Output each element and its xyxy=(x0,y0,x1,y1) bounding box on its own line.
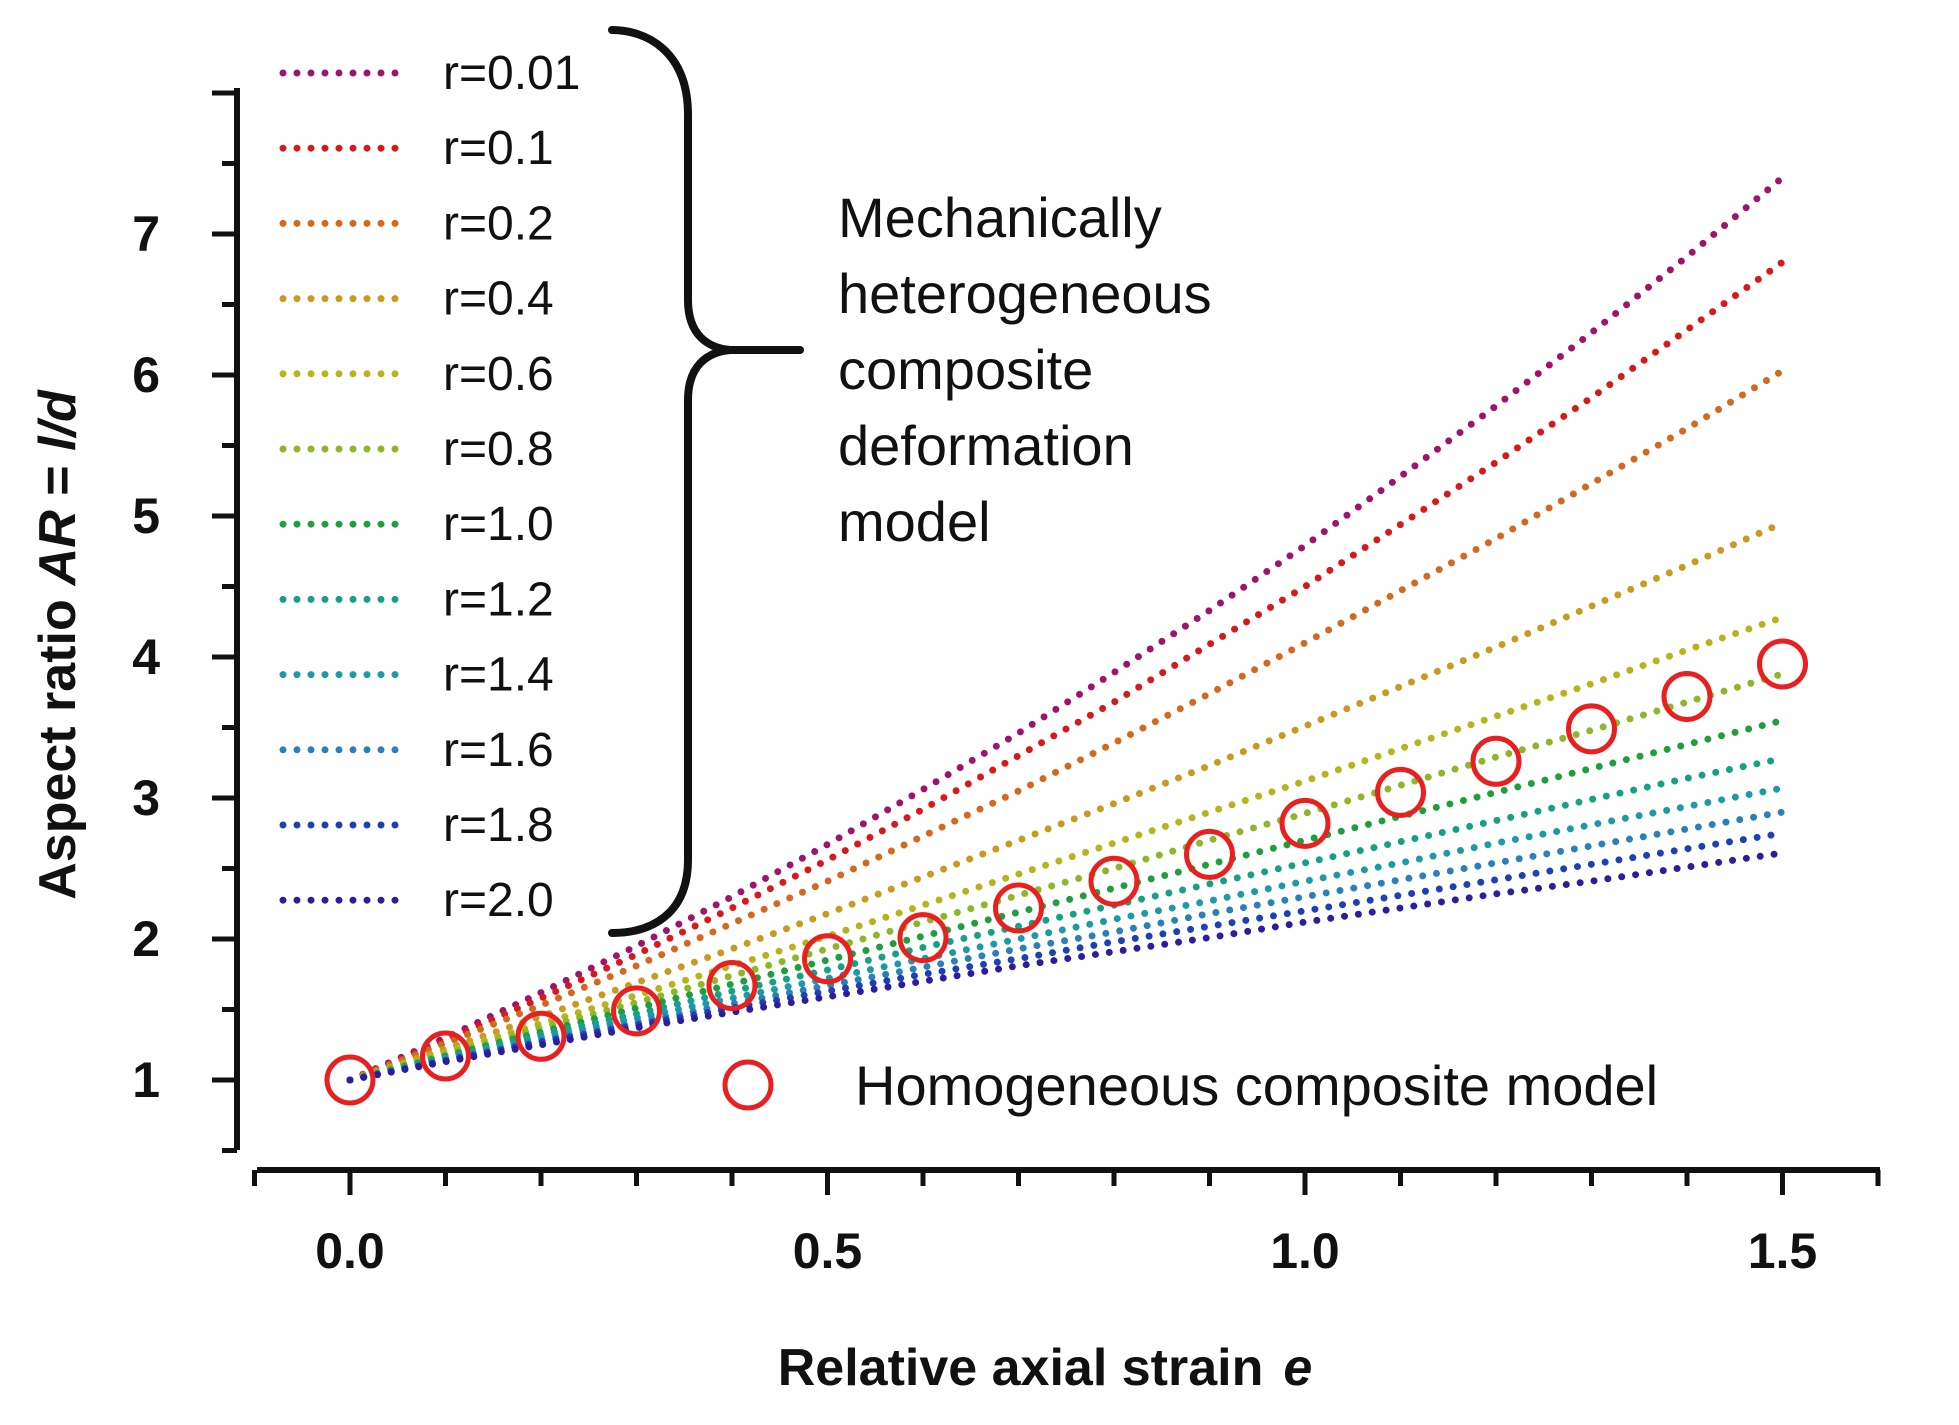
y-tick-label: 2 xyxy=(132,911,160,967)
marker-layer xyxy=(324,638,1808,1106)
annotation-line-3: composite xyxy=(838,338,1093,401)
x-axis-title: Relative axial strain e xyxy=(778,1339,1313,1397)
annotation: Mechanically heterogeneous composite def… xyxy=(838,186,1212,553)
y-tick-label: 1 xyxy=(132,1052,160,1108)
y-axis-title-symbol: AR xyxy=(29,510,87,588)
annotation-line-4: deformation xyxy=(838,414,1134,477)
y-axis-title-formula: l/d xyxy=(29,389,87,451)
y-ticks: 1 2 3 4 5 6 7 xyxy=(132,90,237,1153)
legend-label: r=0.1 xyxy=(443,122,554,175)
homogeneous-marker xyxy=(993,882,1044,934)
y-tick-label: 3 xyxy=(132,770,160,826)
legend: r=0.01 r=0.1 r=0.2 r=0.4 r=0.6 r=0.8 r=1.0 r=1.… xyxy=(279,47,580,927)
y-axis-title-text: Aspect ratio xyxy=(29,599,87,900)
legend-label: r=1.6 xyxy=(443,724,554,777)
x-tick-label: 1.5 xyxy=(1748,1223,1818,1279)
homogeneous-marker xyxy=(1470,735,1522,787)
homogeneous-marker xyxy=(1757,638,1808,690)
marker-legend: Homogeneous composite model xyxy=(722,1054,1658,1117)
legend-label: r=0.6 xyxy=(443,348,554,401)
legend-label: r=0.8 xyxy=(443,423,554,476)
x-axis-title-text: Relative axial strain xyxy=(778,1339,1264,1397)
series-line-r-0-2 xyxy=(346,367,1786,1084)
series-line-r-0-4 xyxy=(346,519,1786,1084)
x-axis-title-symbol: e xyxy=(1283,1339,1312,1397)
series-layer xyxy=(346,174,1786,1084)
marker-legend-label: Homogeneous composite model xyxy=(855,1054,1658,1117)
homogeneous-marker xyxy=(897,912,949,964)
legend-label: r=1.8 xyxy=(443,799,554,852)
homogeneous-marker xyxy=(1375,766,1426,818)
annotation-line-5: model xyxy=(838,490,991,553)
y-axis-title-eq: = xyxy=(29,451,87,510)
annotation-line-2: heterogeneous xyxy=(838,262,1212,325)
homogeneous-marker xyxy=(515,1010,567,1062)
x-tick-label: 0.5 xyxy=(793,1223,863,1279)
y-axis-title: Aspect ratio AR = l/d xyxy=(29,389,87,900)
series-line-r-1-4 xyxy=(346,784,1786,1084)
legend-label: r=2.0 xyxy=(443,874,554,927)
homogeneous-marker xyxy=(1566,703,1617,755)
series-line-r-0-1 xyxy=(346,258,1786,1084)
y-tick-label: 6 xyxy=(132,347,160,403)
legend-label: r=1.4 xyxy=(443,649,554,702)
marker-legend-symbol xyxy=(722,1059,774,1111)
series-line-r-0-8 xyxy=(346,670,1786,1084)
homogeneous-marker xyxy=(706,960,758,1011)
homogeneous-marker xyxy=(1184,828,1235,880)
y-tick-label: 7 xyxy=(132,206,160,262)
x-ticks: 0.0 0.5 1.0 1.5 xyxy=(252,1170,1881,1279)
axes: 0.0 0.5 1.0 1.5 1 2 3 4 5 6 7 xyxy=(132,88,1881,1279)
series-line-r-0-01 xyxy=(346,174,1786,1084)
series-line-r-1-6 xyxy=(346,808,1786,1084)
homogeneous-marker xyxy=(802,933,853,985)
x-tick-label: 0.0 xyxy=(315,1223,385,1279)
homogeneous-marker xyxy=(1279,797,1331,849)
homogeneous-marker xyxy=(611,985,662,1037)
series-line-r-0-6 xyxy=(346,614,1786,1084)
homogeneous-marker xyxy=(1661,671,1713,722)
legend-label: r=0.01 xyxy=(443,47,580,100)
homogeneous-marker xyxy=(420,1030,471,1082)
y-tick-label: 4 xyxy=(132,629,160,685)
homogeneous-marker xyxy=(324,1054,376,1106)
series-line-r-2-0 xyxy=(346,849,1786,1084)
annotation-line-1: Mechanically xyxy=(838,186,1162,249)
legend-label: r=1.2 xyxy=(443,573,554,626)
homogeneous-marker xyxy=(1088,855,1140,907)
series-line-r-1-0 xyxy=(346,717,1786,1084)
series-line-r-1-8 xyxy=(346,829,1786,1084)
y-tick-label: 5 xyxy=(132,488,160,544)
legend-brace xyxy=(608,26,804,937)
legend-label: r=0.2 xyxy=(443,197,554,250)
legend-label: r=0.4 xyxy=(443,273,554,326)
legend-label: r=1.0 xyxy=(443,498,554,551)
x-tick-label: 1.0 xyxy=(1270,1223,1340,1279)
